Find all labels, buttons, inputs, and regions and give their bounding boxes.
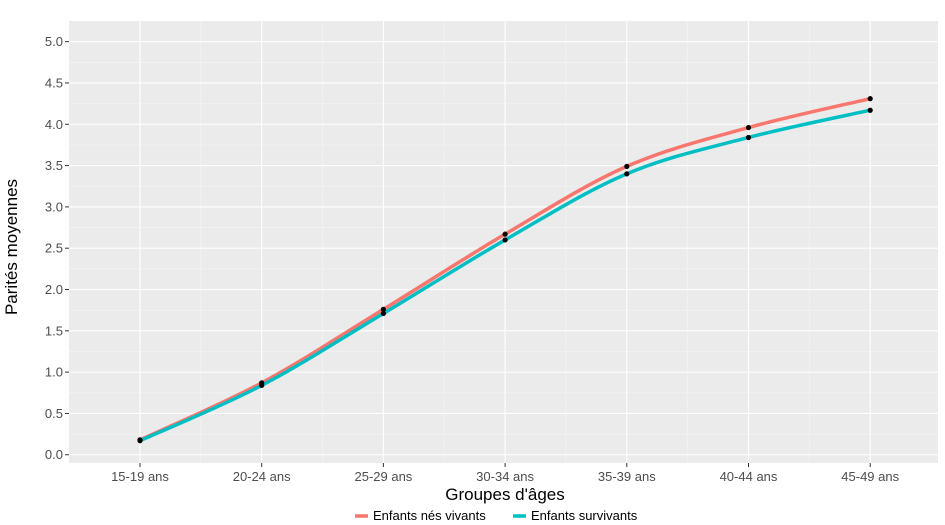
data-point (380, 310, 386, 317)
x-tick-label: 25-29 ans (354, 469, 412, 484)
y-tick-label: 4.0 (45, 117, 63, 132)
x-tick-label: 30-34 ans (476, 469, 534, 484)
data-point (867, 107, 873, 113)
data-point (259, 382, 265, 388)
data-point (380, 306, 386, 312)
y-axis-ticks: 0.0 0.5 1.0 1.5 2.0 2.5 3.0 3.5 4.0 4.5 5.0 (45, 34, 69, 462)
data-points (137, 96, 873, 444)
y-tick-label: 4.5 (45, 75, 63, 90)
x-axis-title: Groupes d'âges (445, 485, 565, 504)
y-tick-label: 0.5 (45, 406, 63, 421)
data-point (624, 163, 630, 170)
data-point (137, 438, 143, 444)
y-tick-label: 2.0 (45, 282, 63, 297)
x-tick-label: 40-44 ans (720, 469, 778, 484)
y-tick-label: 0.0 (45, 447, 63, 462)
legend: Enfants nés vivants Enfants survivants (355, 508, 638, 523)
x-tick-label: 45-49 ans (841, 469, 899, 484)
y-tick-label: 3.5 (45, 158, 63, 173)
x-tick-label: 15-19 ans (111, 469, 169, 484)
data-point (624, 171, 630, 177)
data-point (502, 231, 508, 237)
data-point (745, 124, 752, 131)
y-tick-label: 2.5 (45, 241, 63, 256)
grid-lines (69, 21, 938, 463)
y-tick-label: 1.0 (45, 365, 63, 380)
data-point (867, 96, 873, 102)
legend-label-series-1: Enfants nés vivants (373, 508, 486, 523)
data-point (745, 134, 752, 141)
y-tick-label: 5.0 (45, 34, 63, 49)
x-tick-label: 20-24 ans (233, 469, 291, 484)
x-tick-label: 35-39 ans (598, 469, 656, 484)
legend-label-series-2: Enfants survivants (531, 508, 638, 523)
x-axis-ticks: 15-19 ans 20-24 ans 25-29 ans 30-34 ans 35-3… (111, 463, 900, 484)
y-tick-label: 3.0 (45, 199, 63, 214)
y-tick-label: 1.5 (45, 323, 63, 338)
data-point (502, 237, 508, 243)
y-axis-title: Parités moyennes (2, 179, 21, 315)
